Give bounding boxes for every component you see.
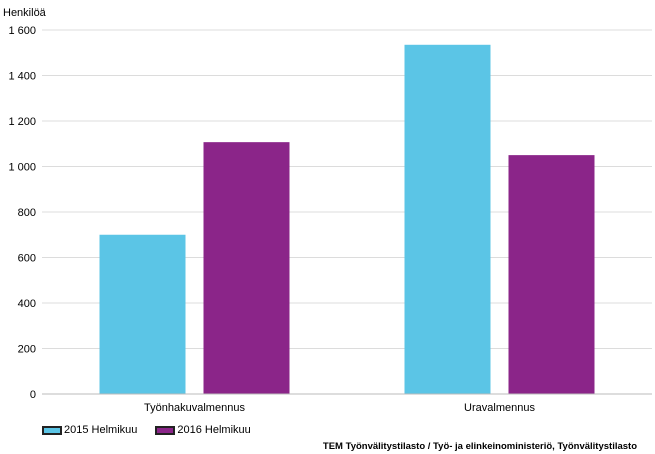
- bar: [404, 44, 491, 394]
- source-note: TEM Työnvälitystilasto / Työ- ja elinkei…: [322, 441, 637, 452]
- y-tick-label: 800: [18, 207, 36, 219]
- legend-label-2016: 2016 Helmikuu: [177, 424, 251, 436]
- bar-chart: 0 200 400 600 800 1 000 1 200 1 400 1 600 Työnha…: [3, 7, 652, 414]
- y-axis-title: Henkilöä: [3, 7, 47, 19]
- legend-item-2016: 2016 Helmikuu: [155, 424, 251, 436]
- y-tick-label: 1 400: [8, 71, 36, 83]
- legend-swatch-2015: [42, 425, 62, 435]
- x-tick-label: Työnhakuvalmennus: [144, 402, 245, 414]
- legend-label-2015: 2015 Helmikuu: [64, 424, 138, 436]
- x-tick-label: Uravalmennus: [464, 402, 535, 414]
- y-tick-label: 1 600: [8, 25, 36, 37]
- y-tick-label: 1 200: [8, 116, 36, 128]
- y-tick-label: 600: [18, 253, 36, 265]
- bar: [99, 234, 186, 394]
- bar: [203, 142, 290, 394]
- legend: 2015 Helmikuu 2016 Helmikuu: [42, 424, 251, 436]
- x-tick-labels: Työnhakuvalmennus Uravalmennus: [144, 402, 535, 414]
- y-tick-labels: 0 200 400 600 800 1 000 1 200 1 400 1 600: [8, 25, 36, 401]
- y-tick-label: 200: [18, 344, 36, 356]
- legend-item-2015: 2015 Helmikuu: [42, 424, 137, 436]
- legend-swatch-2016: [155, 425, 176, 435]
- bar: [508, 155, 595, 394]
- y-tick-label: 0: [30, 389, 36, 401]
- y-tick-label: 1 000: [8, 162, 36, 174]
- y-tick-label: 400: [18, 298, 36, 310]
- bars: [99, 44, 595, 394]
